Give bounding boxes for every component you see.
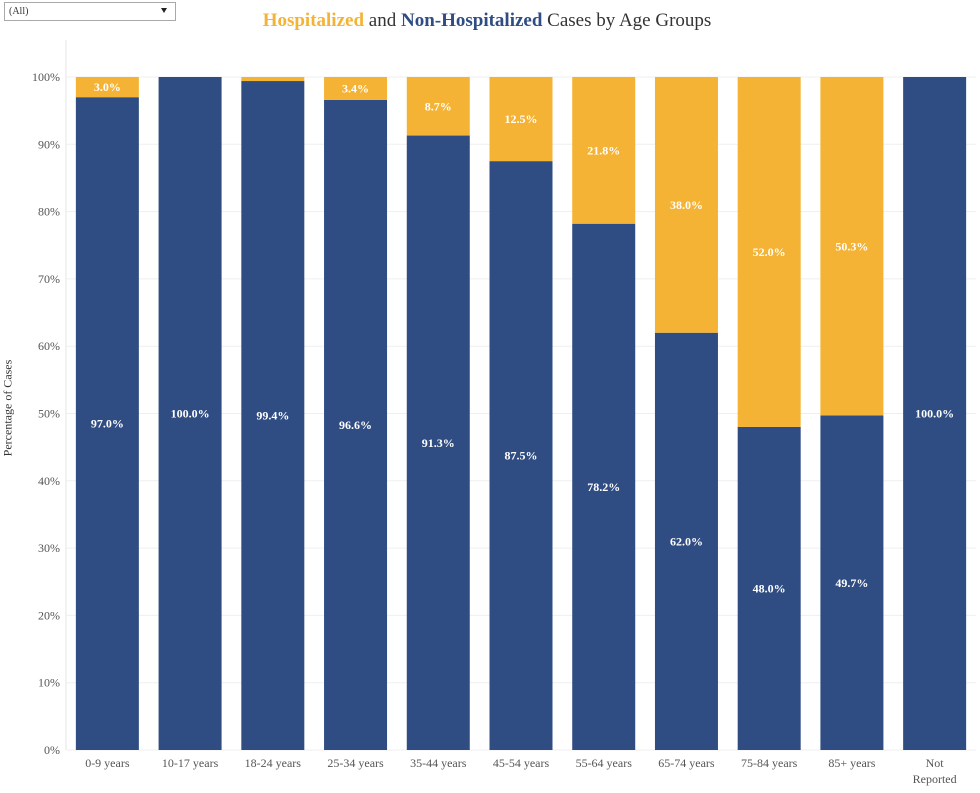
bar-hospitalized — [324, 77, 388, 100]
data-label-hospitalized: 21.8% — [587, 143, 620, 157]
x-tick-label: Not Reported — [913, 756, 957, 786]
y-tick-label: 100% — [32, 70, 60, 84]
y-tick-label: 70% — [38, 272, 60, 286]
bar-hospitalized — [572, 77, 636, 224]
x-tick-label: 25-34 years — [327, 756, 384, 770]
bar-non-hospitalized — [75, 97, 139, 750]
y-tick-label: 50% — [38, 407, 60, 421]
data-label-non-hospitalized: 87.5% — [505, 449, 538, 463]
x-tick-label: 75-84 years — [741, 756, 798, 770]
data-label-hospitalized: 52.0% — [753, 245, 786, 259]
title-non-hospitalized: Non-Hospitalized — [400, 10, 543, 31]
data-label-non-hospitalized: 99.4% — [256, 409, 289, 423]
x-tick-label: 0-9 years — [85, 756, 130, 770]
bar-non-hospitalized — [489, 161, 553, 750]
y-tick-label: 90% — [38, 137, 60, 151]
y-tick-label: 60% — [38, 339, 60, 353]
filter-value: (All) — [9, 6, 29, 17]
title-hospitalized: Hospitalized — [262, 10, 365, 31]
y-tick-label: 20% — [38, 608, 60, 622]
y-tick-label: 0% — [44, 743, 60, 757]
data-label-non-hospitalized: 62.0% — [670, 534, 703, 548]
bar-hospitalized — [241, 77, 305, 82]
bar-hospitalized — [75, 77, 139, 98]
data-label-non-hospitalized: 96.6% — [339, 418, 372, 432]
data-label-non-hospitalized: 49.7% — [835, 576, 868, 590]
data-label-non-hospitalized: 97.0% — [91, 417, 124, 431]
x-tick-label: 18-24 years — [245, 756, 302, 770]
bar-non-hospitalized — [241, 81, 305, 750]
data-label-non-hospitalized: 78.2% — [587, 480, 620, 494]
data-label-non-hospitalized: 48.0% — [753, 581, 786, 595]
data-label-hospitalized: 3.0% — [94, 80, 121, 94]
data-label-non-hospitalized: 100.0% — [915, 407, 954, 421]
bar-non-hospitalized — [572, 223, 636, 751]
y-tick-label: 80% — [38, 205, 60, 219]
chevron-down-icon[interactable] — [161, 8, 167, 13]
bar-non-hospitalized — [820, 415, 884, 750]
x-tick-label: 10-17 years — [162, 756, 219, 770]
data-label-non-hospitalized: 91.3% — [422, 436, 455, 450]
data-label-hospitalized: 12.5% — [505, 112, 538, 126]
x-tick-label: 35-44 years — [410, 756, 467, 770]
bar-non-hospitalized — [158, 77, 222, 750]
x-tick-label: 65-74 years — [658, 756, 715, 770]
bar-hospitalized — [820, 77, 884, 416]
data-label-hospitalized: 8.7% — [425, 99, 452, 113]
age-group-filter-dropdown[interactable]: (All) — [4, 2, 176, 21]
bar-hospitalized — [406, 77, 470, 136]
bar-non-hospitalized — [654, 332, 718, 750]
chart-title: Hospitalized and Non-Hospitalized Cases … — [0, 10, 974, 32]
title-rest: Cases by Age Groups — [542, 10, 712, 31]
bar-non-hospitalized — [406, 135, 470, 750]
bar-non-hospitalized — [903, 77, 967, 750]
y-tick-label: 40% — [38, 474, 60, 488]
data-label-hospitalized: 3.4% — [342, 81, 369, 95]
y-tick-label: 30% — [38, 541, 60, 555]
x-tick-label: 45-54 years — [493, 756, 550, 770]
bar-hospitalized — [737, 77, 801, 427]
bar-hospitalized — [489, 77, 553, 162]
title-connector: and — [364, 10, 401, 31]
x-tick-label: 85+ years — [828, 756, 875, 770]
data-label-non-hospitalized: 100.0% — [171, 407, 210, 421]
bar-non-hospitalized — [324, 99, 388, 750]
x-tick-label: 55-64 years — [576, 756, 633, 770]
data-label-hospitalized: 50.3% — [835, 239, 868, 253]
bar-hospitalized — [654, 77, 718, 333]
y-tick-label: 10% — [38, 676, 60, 690]
data-label-hospitalized: 38.0% — [670, 198, 703, 212]
bar-non-hospitalized — [737, 426, 801, 750]
